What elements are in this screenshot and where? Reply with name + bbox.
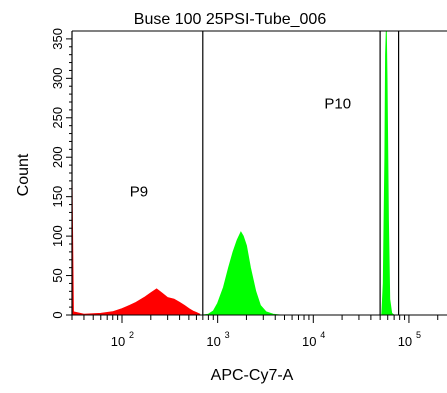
x-tick-label-1000: 10 (206, 334, 220, 349)
x-tick-label-100: 10 (111, 334, 125, 349)
gate-label-p10: P10 (324, 95, 351, 112)
y-axis-label: Count (15, 153, 32, 196)
x-tick-label-100000: 10 (398, 334, 412, 349)
y-axis: 0 50 100 150 200 250 300 350 (50, 28, 72, 319)
x-tick-label-exponent-100: 2 (129, 330, 134, 340)
y-tick-label-100: 100 (50, 225, 65, 247)
gate-label-p9: P9 (130, 184, 148, 201)
histogram-series-3 (381, 30, 396, 316)
x-axis: 10 2 10 3 10 4 10 5 (71, 315, 439, 349)
histogram-series-1 (71, 180, 201, 316)
y-tick-label-150: 150 (50, 186, 65, 208)
x-tick-label-exponent-100000: 5 (416, 330, 421, 340)
plot-area: P9 P10 (71, 30, 447, 316)
x-tick-label-exponent-10000: 4 (320, 330, 325, 340)
y-tick-label-50: 50 (50, 268, 65, 282)
plot-background (72, 31, 447, 315)
y-tick-label-300: 300 (50, 67, 65, 89)
y-tick-label-200: 200 (50, 146, 65, 168)
y-tick-label-250: 250 (50, 107, 65, 129)
y-tick-label-0: 0 (50, 311, 65, 318)
y-tick-label-350: 350 (50, 28, 65, 50)
x-tick-label-10000: 10 (302, 334, 316, 349)
histogram-series-2 (202, 231, 281, 316)
x-tick-label-exponent-1000: 3 (225, 330, 230, 340)
x-axis-label: APC-Cy7-A (211, 367, 294, 384)
chart-title: Buse 100 25PSI-Tube_006 (134, 11, 327, 28)
